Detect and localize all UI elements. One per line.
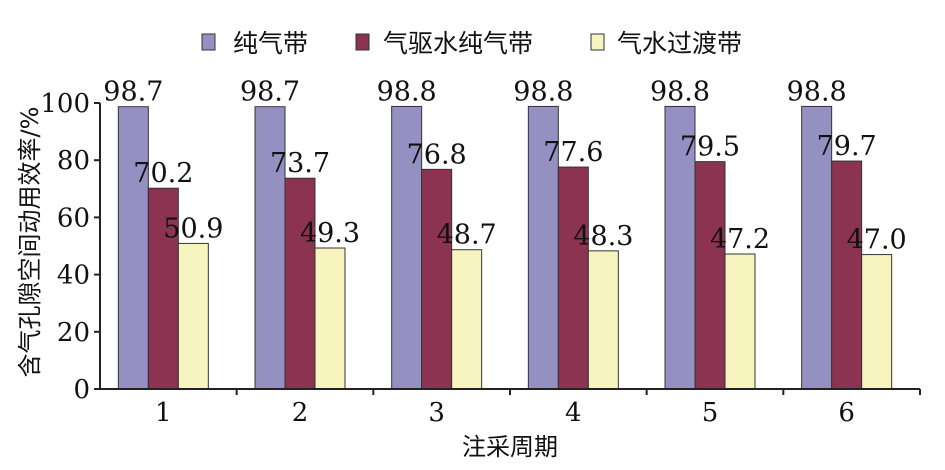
bar-series-3-cat-5	[724, 253, 756, 390]
y-ticks: 0 20 40 60 80 100	[40, 89, 100, 405]
bar-series-1-cat-3	[391, 105, 423, 390]
value-label-series-1-cat-4: 98.8	[513, 76, 573, 107]
legend-label-series-1: 纯气带	[233, 29, 308, 58]
value-label-series-2-cat-4: 77.6	[543, 137, 603, 168]
legend-swatch-series-2	[355, 33, 370, 51]
y-tick-label: 40	[57, 261, 90, 291]
value-label-series-3-cat-4: 48.3	[573, 221, 633, 252]
legend-swatch-series-3	[590, 33, 605, 51]
bar-series-1-cat-6	[801, 105, 833, 390]
value-label-series-1-cat-5: 98.8	[650, 76, 710, 107]
x-axis-title: 注采周期	[462, 433, 558, 461]
value-label-series-2-cat-2: 73.7	[270, 148, 330, 179]
x-tick-label: 2	[292, 398, 309, 428]
x-ticks: 1 2 3 4 5 6	[155, 389, 921, 428]
value-label-series-3-cat-5: 47.2	[710, 224, 770, 255]
x-tick-label: 1	[155, 398, 172, 428]
axes	[99, 103, 920, 390]
bar-series-3-cat-2	[314, 247, 346, 390]
value-label-series-3-cat-3: 48.7	[437, 220, 497, 251]
value-label-series-2-cat-5: 79.5	[680, 132, 740, 163]
value-label-series-1-cat-3: 98.8	[377, 76, 437, 107]
x-tick-label: 5	[702, 398, 719, 428]
value-label-series-3-cat-1: 50.9	[163, 213, 223, 244]
value-label-series-1-cat-2: 98.7	[240, 77, 300, 108]
x-tick-label: 3	[428, 398, 445, 428]
value-label-series-2-cat-1: 70.2	[133, 158, 193, 189]
bar-series-2-cat-5	[694, 161, 726, 390]
y-tick-label: 60	[57, 203, 90, 233]
y-axis-title: 含气孔隙空间动用效率/%	[16, 107, 44, 378]
bar-series-3-cat-6	[861, 254, 893, 390]
y-tick-label: 100	[40, 89, 90, 119]
legend-swatch-series-1	[201, 33, 216, 51]
bar-series-2-cat-6	[831, 160, 863, 390]
x-tick-label: 4	[565, 398, 582, 428]
bar-series-3-cat-4	[587, 250, 619, 390]
legend-label-series-2: 气驱水纯气带	[383, 29, 533, 58]
bar-series-3-cat-1	[177, 242, 209, 390]
y-tick-label: 0	[73, 375, 90, 405]
legend: 纯气带 气驱水纯气带 气水过渡带	[201, 29, 742, 58]
bar-series-1-cat-1	[117, 106, 149, 390]
bar-series-3-cat-3	[451, 249, 483, 390]
bar-series-2-cat-3	[421, 168, 453, 390]
bar-series-2-cat-2	[284, 177, 316, 390]
y-tick-label: 20	[57, 318, 90, 348]
bars-layer	[117, 105, 893, 390]
value-label-series-2-cat-6: 79.7	[817, 131, 877, 162]
value-label-series-1-cat-1: 98.7	[103, 77, 163, 108]
bar-series-2-cat-4	[557, 166, 589, 390]
value-label-series-1-cat-6: 98.8	[787, 76, 847, 107]
bar-series-2-cat-1	[147, 187, 179, 390]
value-label-series-2-cat-3: 76.8	[407, 139, 467, 170]
y-tick-label: 80	[57, 146, 90, 176]
value-labels-layer: 98.7 70.2 50.9 98.7 73.7 49.3 98.8 76.8 48.7 98.8…	[103, 76, 906, 255]
x-tick-label: 6	[838, 398, 855, 428]
bar-series-1-cat-2	[254, 106, 286, 390]
value-label-series-3-cat-6: 47.0	[847, 225, 907, 256]
value-label-series-3-cat-2: 49.3	[300, 218, 360, 249]
legend-label-series-3: 气水过渡带	[617, 29, 742, 58]
